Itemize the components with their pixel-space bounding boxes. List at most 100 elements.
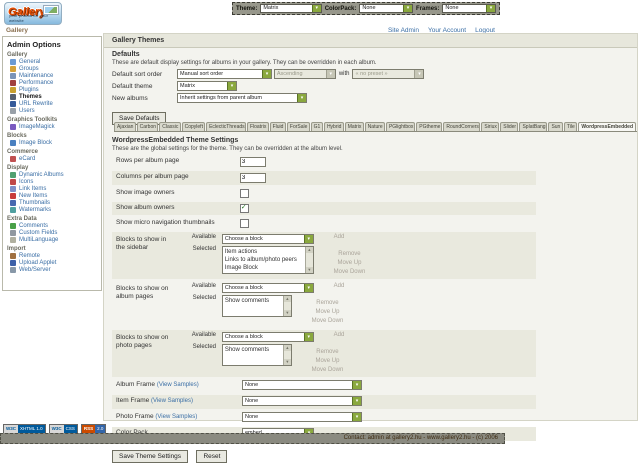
- your-account-link[interactable]: Your Account: [428, 27, 467, 34]
- tab-pgtheme[interactable]: PGtheme: [416, 122, 443, 131]
- listbox-scrollbar[interactable]: ▲ ▼: [282, 345, 291, 365]
- remove-link[interactable]: Remove: [316, 349, 339, 355]
- logout-link[interactable]: Logout: [475, 27, 495, 34]
- rows-per-album-page-input[interactable]: [239, 157, 266, 167]
- photo-frame-view-samples-link[interactable]: (View Samples): [155, 414, 198, 420]
- sidebar-item-thumbnails[interactable]: Thumbnails: [10, 200, 98, 206]
- columns-per-album-page-input[interactable]: [239, 173, 266, 183]
- list-item[interactable]: Image Block: [224, 265, 258, 272]
- move-down-link[interactable]: Move Down: [311, 318, 344, 324]
- tab-splatbang[interactable]: SplatBang: [519, 122, 548, 131]
- sidebar-item-url-rewrite[interactable]: URL Rewrite: [10, 101, 98, 107]
- album-frame-view-samples-link[interactable]: (View Samples): [156, 382, 199, 388]
- photo-frame-select[interactable]: None ▾: [242, 412, 362, 422]
- tab-tile[interactable]: Tile: [563, 122, 578, 131]
- blocks-photo-available-select[interactable]: Choose a block ▾: [221, 332, 314, 342]
- show-album-owners-checkbox[interactable]: [239, 203, 249, 213]
- blocks-photo-selected-listbox[interactable]: Show comments ▲ ▼: [221, 344, 292, 366]
- tab-copyleft[interactable]: Copyleft: [181, 122, 206, 131]
- colorpack-select[interactable]: None ▾: [359, 4, 414, 13]
- sidebar-item-dynamic-albums[interactable]: Dynamic Albums: [10, 172, 98, 178]
- sidebar-item-watermarks[interactable]: Watermarks: [10, 207, 98, 213]
- blocks-sidebar-available-select[interactable]: Choose a block ▾: [221, 234, 314, 244]
- blocks-photo-add-link[interactable]: Add: [333, 332, 345, 338]
- tab-pglightbox[interactable]: PGlightbox: [385, 122, 416, 131]
- list-item[interactable]: Show comments: [224, 298, 270, 304]
- tab-ajaxian[interactable]: Ajaxian: [114, 122, 136, 131]
- item-frame-view-samples-link[interactable]: (View Samples): [151, 398, 193, 404]
- move-down-link[interactable]: Move Down: [311, 367, 344, 373]
- sidebar-item-users[interactable]: Users: [10, 108, 98, 114]
- site-admin-link[interactable]: Site Admin: [387, 27, 420, 34]
- sidebar-item-general[interactable]: General: [10, 59, 98, 65]
- sidebar-item-remote[interactable]: Remote: [10, 253, 98, 259]
- list-item[interactable]: Item actions: [224, 249, 258, 255]
- sidebar-item-themes[interactable]: Themes: [10, 94, 98, 100]
- list-item[interactable]: Show comments: [224, 347, 270, 353]
- sidebar-item-image-block[interactable]: Image Block: [10, 140, 98, 146]
- default-sort-order-select[interactable]: Manual sort order ▾: [177, 69, 272, 79]
- show-image-owners-checkbox[interactable]: [239, 189, 249, 198]
- reset-button[interactable]: Reset: [196, 450, 228, 463]
- tab-sun[interactable]: Sun: [548, 122, 563, 131]
- listbox-scrollbar[interactable]: ▲ ▼: [304, 247, 313, 274]
- tab-wordpressembedded[interactable]: WordpressEmbedded: [578, 122, 637, 131]
- tab-carbon[interactable]: Carbon: [136, 122, 159, 131]
- tab-g1[interactable]: G1: [310, 122, 323, 131]
- remove-link[interactable]: Remove: [338, 251, 361, 257]
- move-up-link[interactable]: Move Up: [337, 260, 362, 266]
- sidebar-item-ecard[interactable]: eCard: [10, 156, 98, 162]
- move-up-link[interactable]: Move Up: [315, 309, 340, 315]
- tab-eclecticthreads[interactable]: EclecticThreads: [206, 122, 246, 131]
- tab-forsale[interactable]: ForSale: [286, 122, 310, 131]
- scroll-up-icon: ▲: [283, 345, 291, 351]
- default-theme-select[interactable]: Matrix ▾: [177, 81, 237, 91]
- sidebar-item-icons[interactable]: Icons: [10, 179, 98, 185]
- save-theme-settings-button[interactable]: Save Theme Settings: [112, 450, 189, 463]
- breadcrumb[interactable]: Gallery: [6, 27, 29, 34]
- sidebar-item-comments[interactable]: Comments: [10, 223, 98, 229]
- dropdown-arrow-icon: ▾: [303, 333, 313, 341]
- tab-siriux[interactable]: Siriux: [481, 122, 500, 131]
- blocks-sidebar-selected-listbox[interactable]: Item actions Links to album/photo peers …: [221, 246, 314, 275]
- show-micro-navigation-checkbox[interactable]: [239, 219, 249, 228]
- sort-direction-select: Ascending ▾: [273, 69, 336, 79]
- sidebar-item-plugins[interactable]: Plugins: [10, 87, 98, 93]
- tab-fluid[interactable]: Fluid: [269, 122, 286, 131]
- sidebar-item-link-items[interactable]: Link Items: [10, 186, 98, 192]
- list-item[interactable]: Links to album/photo peers: [224, 257, 297, 264]
- sidebar-item-multilanguage[interactable]: MultiLanguage: [10, 237, 98, 243]
- item-frame-select[interactable]: None ▾: [242, 396, 362, 406]
- sidebar-item-new-items[interactable]: New Items: [10, 193, 98, 199]
- gallery-logo[interactable]: Gallery your photos on your website: [4, 2, 62, 25]
- tab-roundcorners[interactable]: RoundCorners: [443, 122, 481, 131]
- sidebar-item-performance[interactable]: Performance: [10, 80, 98, 86]
- move-up-link[interactable]: Move Up: [315, 358, 340, 364]
- sidebar-item-groups[interactable]: Groups: [10, 66, 98, 72]
- sidebar-item-web-server[interactable]: Web/Server: [10, 267, 98, 273]
- tab-slider[interactable]: Slider: [500, 122, 519, 131]
- album-frame-select[interactable]: None ▾: [242, 380, 362, 390]
- blocks-sidebar-add-link[interactable]: Add: [333, 234, 345, 240]
- blocks-album-add-link[interactable]: Add: [333, 283, 345, 289]
- available-label: Available: [191, 283, 216, 289]
- tab-classic[interactable]: Classic: [159, 122, 181, 131]
- row-columns-per-album-page: Columns per album page: [112, 171, 536, 185]
- blocks-album-selected-listbox[interactable]: Show comments ▲ ▼: [221, 295, 292, 317]
- tab-hybrid[interactable]: Hybrid: [323, 122, 344, 131]
- tab-matrix[interactable]: Matrix: [344, 122, 364, 131]
- sidebar-item-maintenance[interactable]: Maintenance: [10, 73, 98, 79]
- tab-floatrix[interactable]: Floatrix: [246, 122, 269, 131]
- listbox-scrollbar[interactable]: ▲ ▼: [282, 296, 291, 316]
- sidebar-item-imagemagick[interactable]: ImageMagick: [10, 124, 98, 130]
- new-albums-select[interactable]: Inherit settings from parent album ▾: [177, 93, 307, 103]
- theme-select[interactable]: Matrix ▾: [260, 4, 322, 13]
- move-down-link[interactable]: Move Down: [333, 269, 366, 275]
- sidebar-item-upload-applet[interactable]: Upload Applet: [10, 260, 98, 266]
- tab-nature[interactable]: Nature: [364, 122, 385, 131]
- remove-link[interactable]: Remove: [316, 300, 339, 306]
- frames-select[interactable]: None ▾: [442, 4, 497, 13]
- sidebar-section-blocks: Blocks: [7, 133, 27, 139]
- sidebar-item-custom-fields[interactable]: Custom Fields: [10, 230, 98, 236]
- blocks-album-available-select[interactable]: Choose a block ▾: [221, 283, 314, 293]
